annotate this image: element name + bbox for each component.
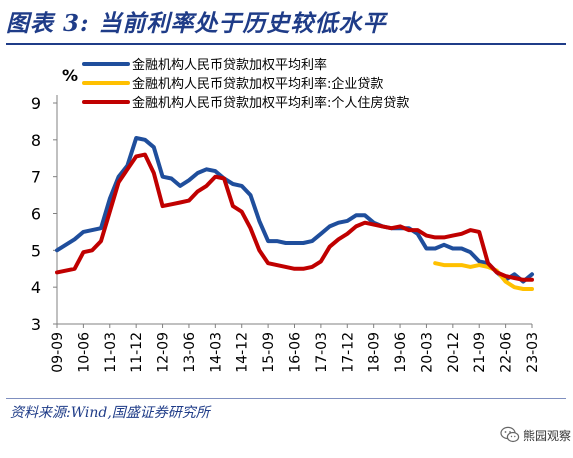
- x-tick-label: 14-03: [208, 332, 224, 373]
- x-tick-label: 17-12: [340, 332, 356, 373]
- y-tick-label: 5: [31, 241, 41, 260]
- title-rule: [6, 43, 566, 45]
- x-tick-label: 13-06: [182, 332, 198, 373]
- figure-title: 图表 3: 当前利率处于历史较低水平: [6, 10, 387, 37]
- source-rule: [6, 398, 566, 399]
- x-tick-label: 23-03: [525, 332, 541, 373]
- y-tick-label: 7: [31, 168, 41, 187]
- x-tick-label: 20-12: [446, 332, 462, 373]
- x-tick-label: 22-06: [499, 332, 515, 373]
- x-tick-label: 09-09: [50, 332, 66, 373]
- watermark-text: 熊园观察: [523, 428, 572, 443]
- x-tick-label: 17-03: [314, 332, 330, 373]
- y-axis-unit-label: %: [62, 66, 78, 85]
- legend-label-2: 金融机构人民币贷款加权平均利率:企业贷款: [132, 76, 383, 92]
- watermark: 熊园观察: [500, 426, 571, 444]
- x-tick-label: 15-09: [261, 332, 277, 373]
- y-tick-label: 8: [31, 131, 41, 150]
- x-tick-label: 19-06: [393, 332, 409, 373]
- x-tick-label: 18-09: [367, 332, 383, 373]
- y-tick-label: 6: [31, 205, 41, 224]
- series-line-1: [55, 136, 534, 284]
- source-note: 资料来源:Wind,国盛证券研究所: [10, 405, 210, 421]
- x-tick-label: 11-03: [103, 332, 119, 373]
- x-tick-label: 16-06: [288, 332, 304, 373]
- x-tick-label: 12-09: [156, 332, 172, 373]
- legend-label-1: 金融机构人民币贷款加权平均利率: [132, 57, 327, 73]
- series-layer: [55, 136, 534, 291]
- series-line-2: [433, 261, 534, 291]
- wechat-icon: [500, 426, 520, 443]
- x-tick-label: 14-12: [235, 332, 251, 373]
- chart-axes: % 3 4 5 6 7 8 9 09-09 10-06 11-03 11-12 12-09 13-06 14…: [31, 66, 541, 373]
- y-tick-label: 4: [31, 278, 41, 297]
- x-tick-label: 20-03: [419, 332, 435, 373]
- chart-legend: 金融机构人民币贷款加权平均利率金融机构人民币贷款加权平均利率:企业贷款金融机构人…: [82, 57, 409, 111]
- y-tick-label: 9: [31, 94, 41, 113]
- x-tick-label: 11-12: [129, 332, 145, 373]
- line-chart: % 3 4 5 6 7 8 9 09-09 10-06 11-03 11-12 12-09 13-06 14…: [31, 57, 541, 373]
- x-tick-label: 21-09: [472, 332, 488, 373]
- series-line-3: [55, 152, 534, 282]
- y-tick-label: 3: [31, 315, 41, 334]
- legend-label-3: 金融机构人民币贷款加权平均利率:个人住房贷款: [132, 95, 409, 111]
- x-tick-label: 10-06: [76, 332, 92, 373]
